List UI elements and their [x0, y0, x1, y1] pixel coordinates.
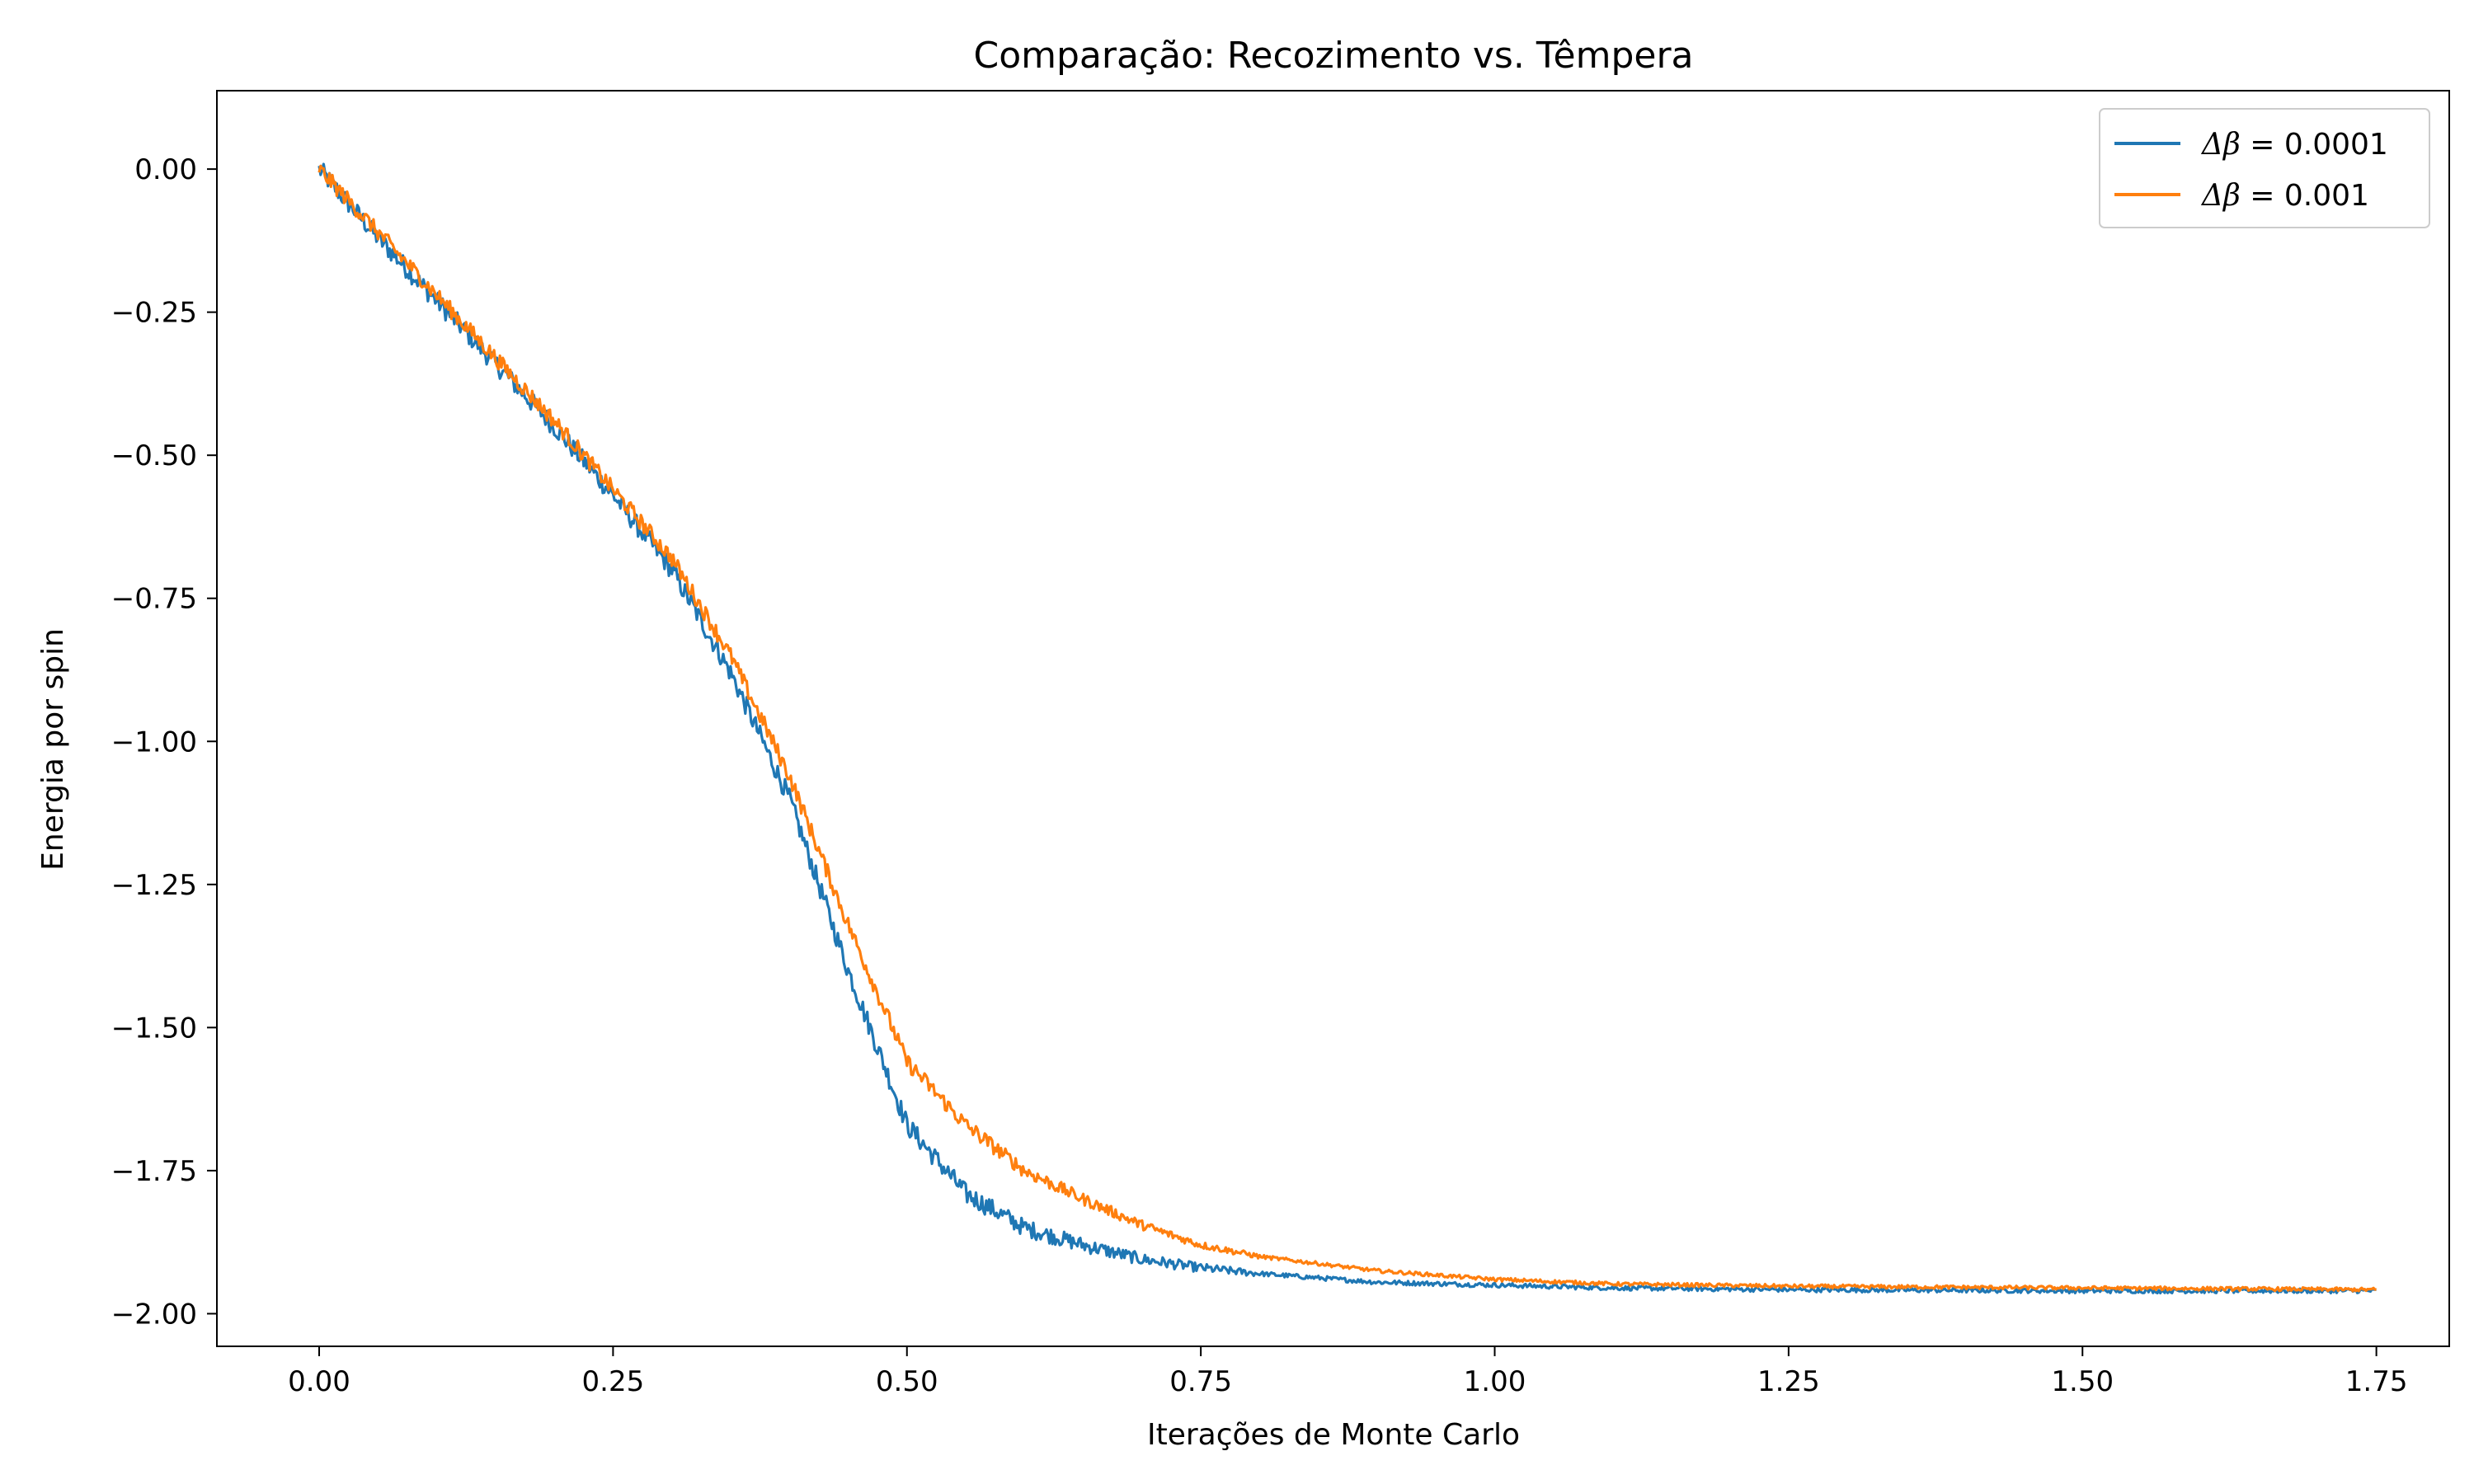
y-tick-label: −0.75	[111, 583, 197, 616]
y-axis-label: Energia por spin	[36, 628, 70, 871]
y-tick-label: −1.75	[111, 1155, 197, 1188]
x-axis-label: Iterações de Monte Carlo	[1147, 1418, 1520, 1452]
legend: Δβ = 0.0001 Δβ = 0.001	[2099, 108, 2430, 228]
y-tick-label: −2.00	[111, 1298, 197, 1331]
plot-frame	[216, 90, 2450, 1347]
y-tick-label: −1.50	[111, 1012, 197, 1045]
x-tick-label: 1.50	[2051, 1365, 2114, 1398]
series-line-2	[317, 164, 2377, 1293]
x-tick-label: 0.50	[876, 1365, 938, 1398]
x-tick-label: 1.25	[1757, 1365, 1820, 1398]
series-line-1	[317, 162, 2377, 1294]
x-tick-label: 0.75	[1169, 1365, 1232, 1398]
x-axis-ticks: 0.00 0.25 0.50 0.75 1.00 1.25 1.50 1.75	[288, 1346, 2407, 1398]
y-tick-label: −0.25	[111, 297, 197, 330]
x-tick-label: 0.00	[288, 1365, 350, 1398]
plot-area	[216, 90, 2450, 1347]
y-axis-ticks: 0.00 −0.25 −0.50 −0.75 −1.00 −1.25 −1.50 −1.75 −…	[111, 153, 217, 1331]
legend-entry-1: Δβ = 0.0001	[2200, 128, 2388, 162]
x-tick-label: 1.00	[1464, 1365, 1526, 1398]
x-tick-label: 0.25	[582, 1365, 645, 1398]
y-tick-label: −1.00	[111, 726, 197, 758]
chart-title: Comparação: Recozimento vs. Têmpera	[973, 35, 1693, 77]
y-tick-label: −1.25	[111, 869, 197, 902]
y-tick-label: −0.50	[111, 439, 197, 472]
x-tick-label: 1.75	[2345, 1365, 2408, 1398]
legend-box	[2099, 108, 2430, 228]
legend-entry-2: Δβ = 0.001	[2200, 179, 2369, 213]
y-tick-label: 0.00	[134, 153, 197, 186]
